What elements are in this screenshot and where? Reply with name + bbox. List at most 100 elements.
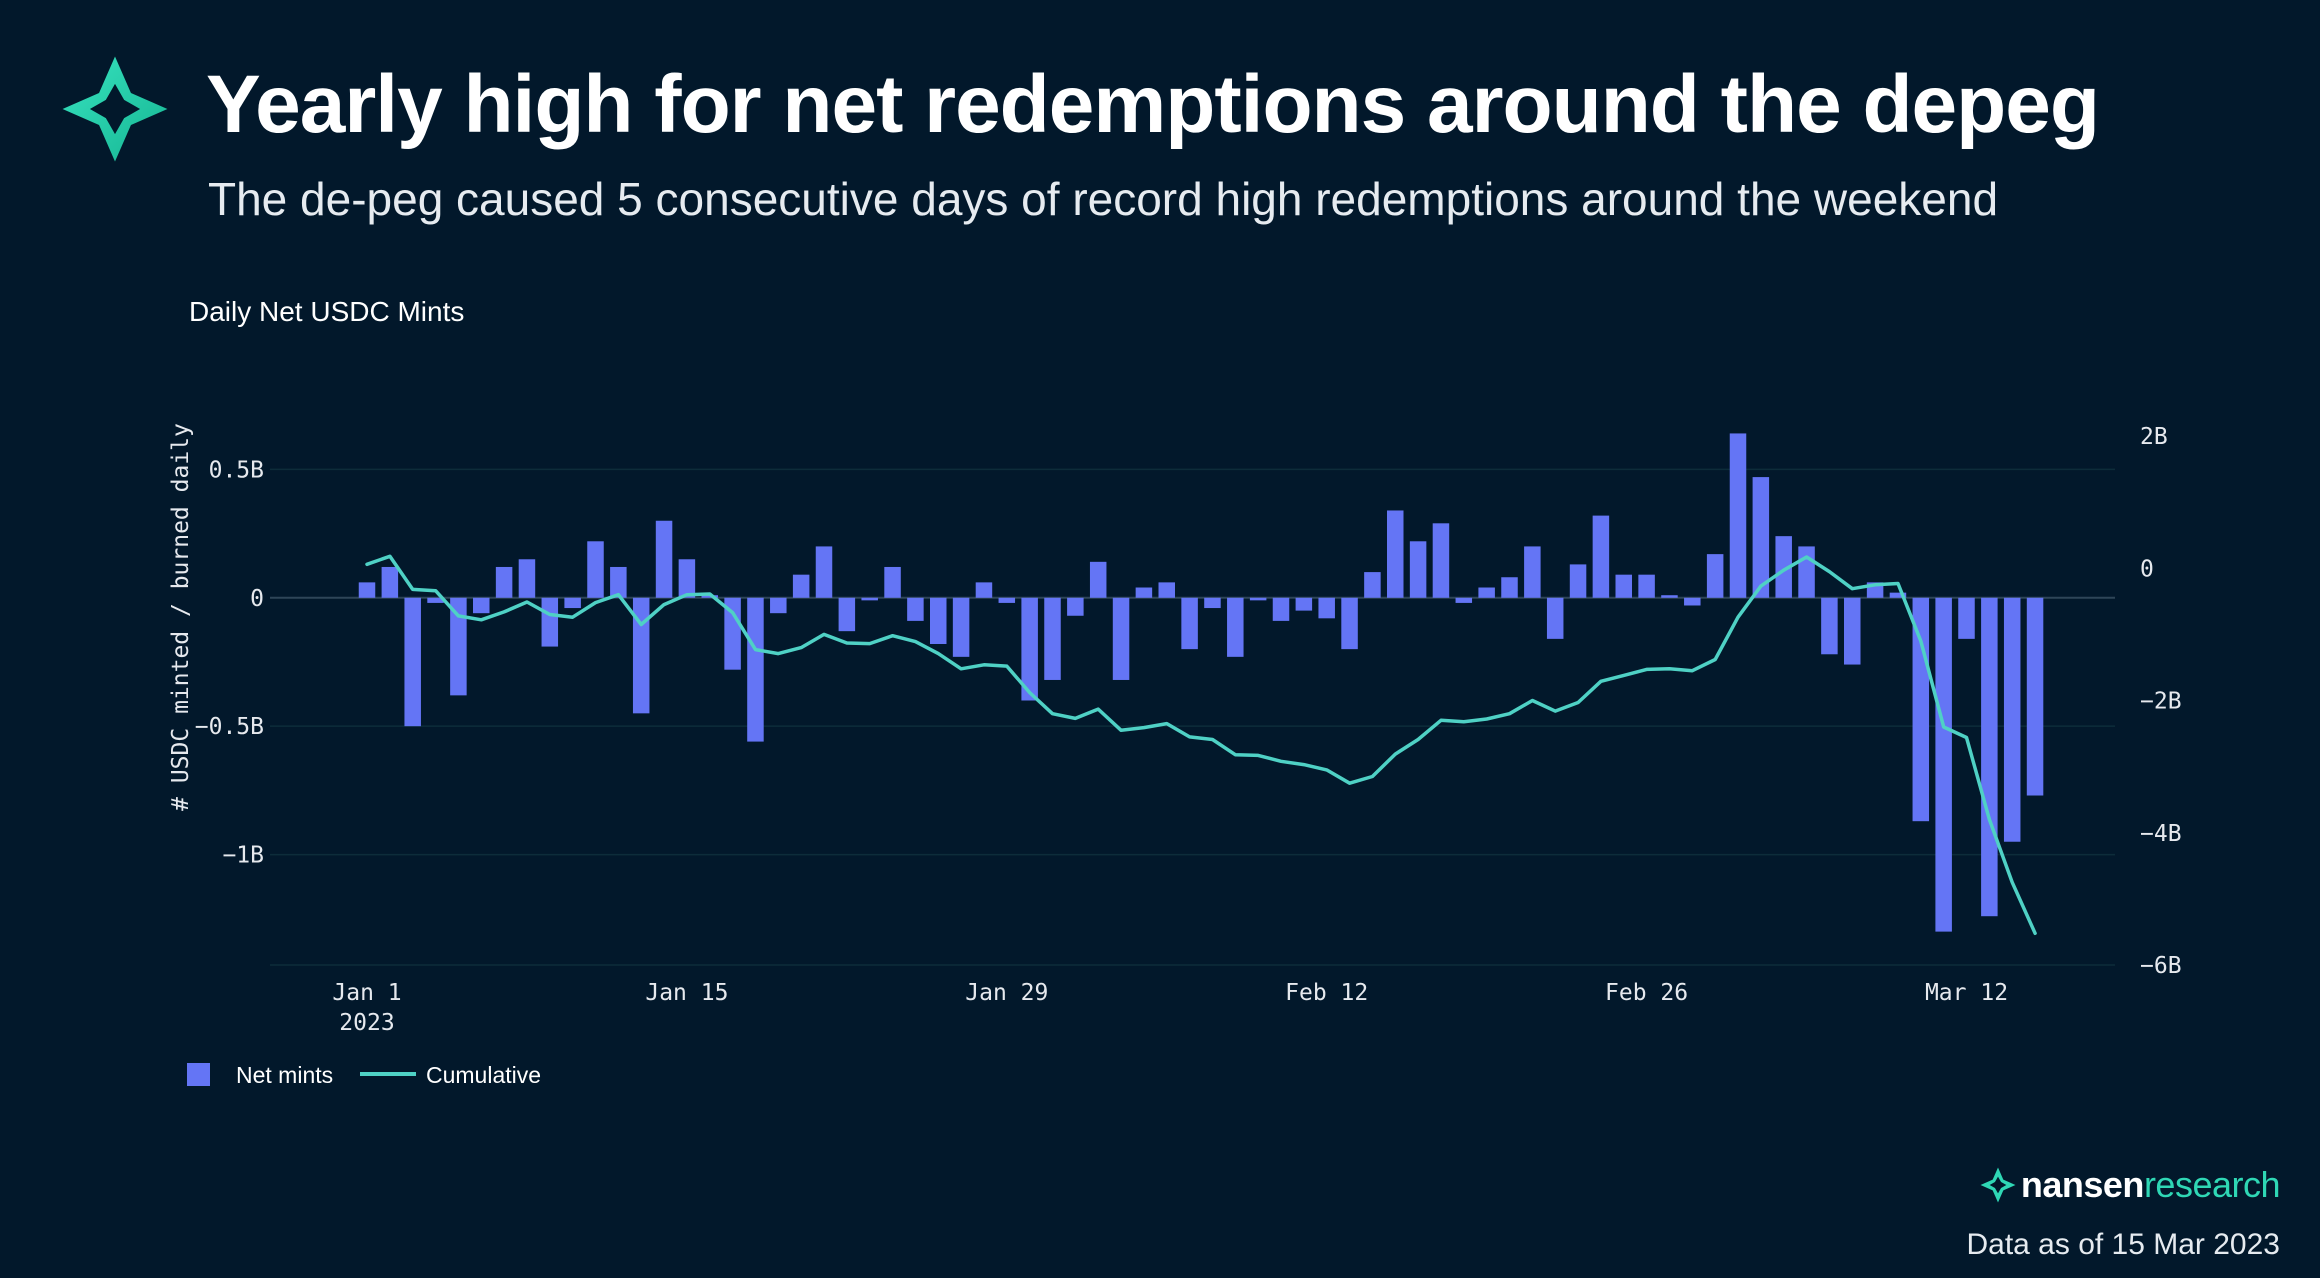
bar-net-mints [815, 546, 833, 598]
bar-net-mints [998, 597, 1016, 603]
brand-name-part1: nansen [2020, 1164, 2145, 1205]
bar-net-mints [1935, 597, 1952, 932]
bar-net-mints [975, 582, 993, 598]
bar-net-mints [1387, 510, 1404, 598]
bar-net-mints [1364, 572, 1381, 598]
bar-net-mints [495, 566, 513, 598]
line-series [365, 554, 2037, 936]
y2-tick-label: −2B [2140, 689, 2182, 715]
legend-label-net-mints: Net mints [236, 1062, 333, 1088]
x-tick-label: Jan 29 [965, 980, 1048, 1006]
bar-net-mints [1844, 597, 1861, 665]
x-tick-label: Jan 15 [645, 980, 728, 1006]
bar-net-mints [1912, 597, 1930, 822]
bar-net-mints [1181, 597, 1198, 650]
y2-tick-label: −6B [2140, 953, 2182, 979]
bar-net-mints [427, 597, 444, 603]
bar-net-mints [930, 597, 947, 645]
axis-ticks: 0.5B 0 −0.5B −1B 2B 0 −2B −4B −6B Jan 1 2023 Jan 15… [195, 424, 2182, 1036]
bar-net-mints [792, 574, 810, 598]
y-tick-label: −0.5B [195, 714, 264, 740]
nansen-small-icon [1980, 1167, 2016, 1203]
bar-net-mints [1341, 597, 1358, 650]
bar-net-mints [1638, 574, 1655, 598]
bar-net-mints [2003, 597, 2021, 842]
bar-net-mints [381, 566, 399, 598]
x-tick-label: Jan 1 [332, 980, 401, 1006]
bar-net-mints [632, 597, 650, 714]
bar-net-mints [1661, 595, 1678, 598]
bar-net-mints [1455, 597, 1473, 603]
bar-net-mints [884, 566, 901, 598]
bar-net-mints [473, 597, 490, 614]
bar-net-mints [1227, 597, 1244, 657]
y-axis-title: # USDC minted / burned daily [168, 423, 194, 811]
bar-net-mints [770, 597, 787, 614]
bar-net-mints [404, 597, 421, 727]
bar-net-mints [1684, 597, 1701, 606]
bar-net-mints [1958, 597, 1975, 639]
x-tick-label: Mar 12 [1925, 980, 2008, 1006]
bar-net-mints [564, 597, 581, 609]
bar-net-mints [1318, 597, 1335, 619]
y-tick-label: −1B [222, 843, 264, 869]
bar-net-mints [1798, 546, 1815, 598]
bar-net-mints [1706, 554, 1724, 598]
bar-net-mints [1501, 577, 1518, 598]
bar-net-mints [678, 559, 696, 598]
bar-net-mints [1592, 515, 1610, 598]
line-cumulative [365, 554, 2037, 936]
x-tick-label: Feb 12 [1285, 980, 1368, 1006]
bar-net-mints [610, 566, 627, 598]
bar-net-mints [1067, 597, 1084, 616]
bar-net-mints [1752, 477, 1770, 598]
bar-net-mints [1432, 523, 1450, 598]
bar-net-mints [1889, 592, 1907, 598]
y2-tick-label: 0 [2140, 556, 2154, 582]
x-tick-sublabel: 2023 [339, 1010, 394, 1036]
bar-net-mints [1409, 541, 1427, 598]
grid-lines [270, 468, 2115, 966]
bar-net-mints [1158, 582, 1175, 598]
y-tick-label: 0 [250, 586, 264, 612]
bar-net-mints [1615, 574, 1632, 598]
bar-net-mints [1569, 564, 1587, 598]
bar-net-mints [724, 597, 741, 670]
y2-tick-label: 2B [2140, 424, 2168, 450]
bar-net-mints [1729, 433, 1747, 598]
bar-net-mints [1204, 597, 1221, 609]
bar-net-mints [1089, 561, 1107, 598]
x-tick-label: Feb 26 [1605, 980, 1688, 1006]
bar-net-mints [747, 597, 764, 742]
bar-net-mints [1524, 546, 1541, 598]
bar-net-mints [655, 520, 673, 598]
bar-net-mints [1478, 587, 1495, 598]
bar-net-mints [1295, 597, 1313, 611]
bar-net-mints [1135, 587, 1153, 598]
bar-net-mints [358, 582, 376, 598]
bar-net-mints [1981, 597, 1998, 917]
bar-net-mints [587, 541, 604, 598]
bar-net-mints [450, 597, 467, 696]
bar-net-mints [701, 595, 718, 598]
legend: Net mints Cumulative [187, 1062, 541, 1088]
nansen-logo-icon [62, 56, 168, 162]
legend-marker-net-mints [187, 1063, 210, 1086]
footer-note: Data as of 15 Mar 2023 [1966, 1228, 2280, 1261]
bar-net-mints [1112, 597, 1130, 680]
bar-net-mints [861, 597, 878, 601]
y-tick-label: 0.5B [209, 457, 264, 483]
chart-title: Daily Net USDC Mints [189, 296, 465, 327]
page-title: Yearly high for net redemptions around t… [206, 59, 2100, 150]
bar-net-mints [1775, 536, 1792, 598]
y2-tick-label: −4B [2140, 821, 2182, 847]
bar-net-mints [907, 597, 924, 621]
bar-net-mints [2026, 597, 2044, 796]
bar-net-mints [952, 597, 970, 657]
page-subtitle: The de-peg caused 5 consecutive days of … [208, 173, 1999, 225]
bar-net-mints [518, 559, 536, 598]
bar-net-mints [1272, 597, 1290, 621]
bar-net-mints [1021, 597, 1038, 701]
bar-net-mints [541, 597, 559, 647]
